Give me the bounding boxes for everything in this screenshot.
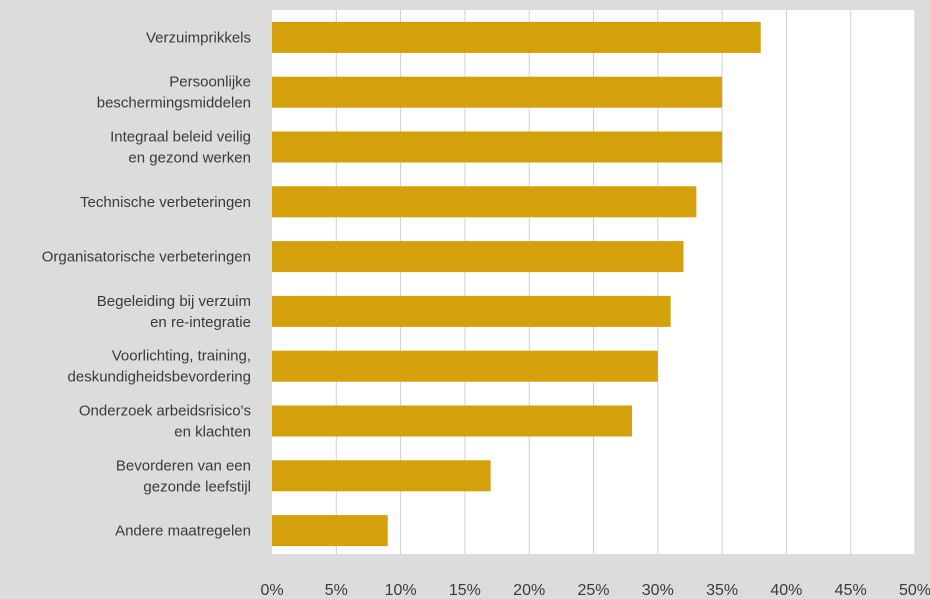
- category-labels: Verzuimprikkels Persoonlijke beschermingsm…: [42, 29, 251, 539]
- category-label: Bevorderen van een gezonde leefstijl: [116, 457, 251, 495]
- category-label: Organisatorische verbeteringen: [42, 249, 251, 266]
- bar: [272, 186, 697, 218]
- x-axis-tick-labels: 0% 5% 10% 15% 20% 25% 30% 35% 40% 45% 50%: [260, 582, 930, 599]
- x-tick-label: 0%: [260, 582, 283, 599]
- bar: [272, 405, 633, 437]
- category-label: Begeleiding bij verzuim en re-integratie: [97, 293, 251, 331]
- x-tick-label: 20%: [513, 582, 545, 599]
- x-tick-label: 35%: [706, 582, 738, 599]
- category-label: Voorlichting, training, deskundigheidsbev…: [68, 348, 251, 386]
- x-tick-label: 10%: [385, 582, 417, 599]
- category-label: Andere maatregelen: [115, 523, 251, 540]
- bar: [272, 76, 723, 108]
- x-tick-label: 5%: [325, 582, 348, 599]
- bars: [272, 21, 761, 547]
- x-tick-label: 50%: [899, 582, 930, 599]
- category-label: Technische verbeteringen: [80, 194, 251, 211]
- x-tick-label: 25%: [577, 582, 609, 599]
- bar: [272, 515, 388, 547]
- bar: [272, 350, 658, 382]
- category-label: Integraal beleid veilig en gezond werken: [110, 129, 251, 167]
- bar: [272, 460, 491, 492]
- bar: [272, 295, 671, 327]
- category-label: Persoonlijke beschermingsmiddelen: [97, 74, 251, 112]
- bar: [272, 131, 723, 163]
- x-tick-label: 40%: [770, 582, 802, 599]
- category-label: Verzuimprikkels: [146, 29, 251, 46]
- x-tick-label: 45%: [835, 582, 867, 599]
- x-tick-label: 30%: [642, 582, 674, 599]
- bar: [272, 241, 684, 273]
- bar: [272, 21, 761, 53]
- category-label: Onderzoek arbeidsrisico's en klachten: [79, 403, 251, 441]
- x-tick-label: 15%: [449, 582, 481, 599]
